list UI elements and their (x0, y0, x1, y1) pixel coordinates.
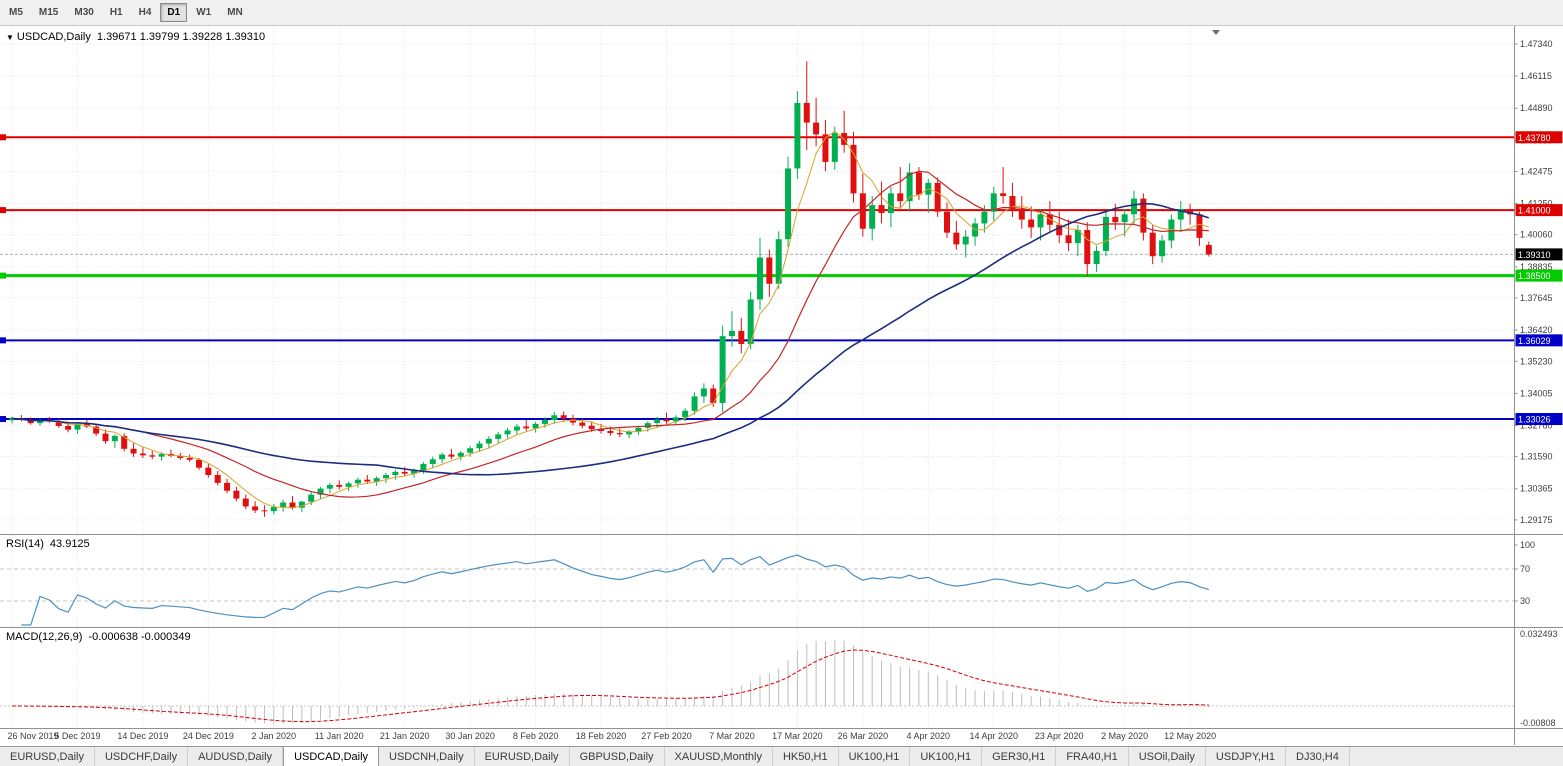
chart-tab-fra40-h1[interactable]: FRA40,H1 (1056, 747, 1129, 766)
timeframe-toolbar: M5 M15 M30 H1 H4 D1 W1 MN (0, 0, 1563, 26)
svg-text:1.39310: 1.39310 (1518, 250, 1551, 260)
svg-text:7 Mar 2020: 7 Mar 2020 (709, 731, 755, 741)
price-chart-canvas[interactable]: 1.473401.461151.448901.436651.424751.412… (0, 26, 1563, 746)
chart-tab-hk50-h1[interactable]: HK50,H1 (773, 747, 839, 766)
timeframe-button-h1[interactable]: H1 (109, 7, 123, 18)
svg-text:30 Jan 2020: 30 Jan 2020 (445, 731, 495, 741)
timeframe-button-m5[interactable]: M5 (9, 7, 23, 18)
svg-text:1.32780: 1.32780 (1520, 420, 1553, 430)
svg-text:1.36029: 1.36029 (1518, 336, 1551, 346)
axis-labels-layer: 1.473401.461151.448901.436651.424751.412… (7, 39, 1563, 741)
chart-tab-gbpusd-daily[interactable]: GBPUSD,Daily (570, 747, 665, 766)
svg-text:14 Apr 2020: 14 Apr 2020 (969, 731, 1018, 741)
candles-layer (9, 61, 1212, 517)
svg-text:18 Feb 2020: 18 Feb 2020 (576, 731, 627, 741)
chart-tab-usdchf-daily[interactable]: USDCHF,Daily (95, 747, 189, 766)
svg-text:23 Apr 2020: 23 Apr 2020 (1035, 731, 1084, 741)
svg-text:21 Jan 2020: 21 Jan 2020 (380, 731, 430, 741)
macd-indicator-label: MACD(12,26,9) -0.000638 -0.000349 (6, 631, 191, 643)
svg-text:1.34005: 1.34005 (1520, 388, 1553, 398)
svg-text:1.40060: 1.40060 (1520, 230, 1553, 240)
collapse-triangle-icon[interactable]: ▼ (6, 33, 14, 42)
timeframe-button-mn[interactable]: MN (227, 7, 243, 18)
svg-text:11 Jan 2020: 11 Jan 2020 (315, 731, 364, 741)
chart-tab-usdjpy-h1[interactable]: USDJPY,H1 (1206, 747, 1287, 766)
chart-symbol-period: USDCAD,Daily (16, 31, 91, 43)
svg-text:26 Mar 2020: 26 Mar 2020 (838, 731, 889, 741)
grid-layer (0, 28, 1515, 728)
chart-tab-xauusd-monthly[interactable]: XAUUSD,Monthly (665, 747, 773, 766)
rsi-name: RSI(14) (6, 538, 44, 550)
svg-text:1.38500: 1.38500 (1518, 271, 1551, 281)
svg-text:4 Apr 2020: 4 Apr 2020 (907, 731, 951, 741)
svg-text:17 Mar 2020: 17 Mar 2020 (772, 731, 823, 741)
chart-tab-eurusd-daily[interactable]: EURUSD,Daily (475, 747, 570, 766)
chart-tab-usoil-daily[interactable]: USOil,Daily (1129, 747, 1206, 766)
chart-ohlc-values: 1.39671 1.39799 1.39228 1.39310 (96, 31, 266, 43)
svg-text:1.44890: 1.44890 (1520, 103, 1553, 113)
timeframe-button-d1[interactable]: D1 (160, 3, 188, 22)
timeframe-button-m15[interactable]: M15 (38, 7, 59, 18)
chart-title: ▼ USDCAD,Daily 1.39671 1.39799 1.39228 1.3… (6, 31, 265, 43)
svg-text:1.41000: 1.41000 (1518, 206, 1551, 216)
svg-text:1.36420: 1.36420 (1520, 325, 1553, 335)
svg-text:2 Jan 2020: 2 Jan 2020 (252, 731, 297, 741)
chart-shift-marker (1212, 30, 1220, 35)
svg-text:100: 100 (1520, 540, 1535, 550)
chart-tab-uk100-h1[interactable]: UK100,H1 (910, 747, 983, 766)
chart-tab-ger30-h1[interactable]: GER30,H1 (982, 747, 1057, 766)
svg-text:5 Dec 2019: 5 Dec 2019 (54, 731, 100, 741)
svg-text:8 Feb 2020: 8 Feb 2020 (513, 731, 559, 741)
svg-text:2 May 2020: 2 May 2020 (1101, 731, 1148, 741)
svg-text:26 Nov 2019: 26 Nov 2019 (7, 731, 58, 741)
svg-text:1.30365: 1.30365 (1520, 484, 1553, 494)
svg-text:1.37645: 1.37645 (1520, 293, 1553, 303)
macd-layer (11, 640, 1210, 724)
svg-text:30: 30 (1520, 596, 1530, 606)
svg-text:14 Dec 2019: 14 Dec 2019 (117, 731, 168, 741)
rsi-indicator-label: RSI(14) 43.9125 (6, 538, 90, 550)
svg-text:27 Feb 2020: 27 Feb 2020 (641, 731, 692, 741)
chart-tab-uk100-h1[interactable]: UK100,H1 (839, 747, 911, 766)
svg-text:1.42475: 1.42475 (1520, 166, 1553, 176)
chart-tab-dj30-h4[interactable]: DJ30,H4 (1286, 747, 1350, 766)
svg-text:12 May 2020: 12 May 2020 (1164, 731, 1216, 741)
chart-tab-eurusd-daily[interactable]: EURUSD,Daily (0, 747, 95, 766)
rsi-layer (21, 554, 1209, 626)
chart-tab-audusd-daily[interactable]: AUDUSD,Daily (188, 747, 284, 766)
rsi-value: 43.9125 (49, 538, 90, 550)
timeframe-button-h4[interactable]: H4 (138, 7, 152, 18)
svg-text:1.29175: 1.29175 (1520, 515, 1553, 525)
chart-tab-usdcnh-daily[interactable]: USDCNH,Daily (379, 747, 475, 766)
svg-text:1.35230: 1.35230 (1520, 356, 1553, 366)
svg-text:1.38835: 1.38835 (1520, 262, 1553, 272)
chart-tab-usdcad-daily[interactable]: USDCAD,Daily (283, 747, 380, 766)
macd-name: MACD(12,26,9) (6, 631, 83, 643)
svg-text:1.31590: 1.31590 (1520, 452, 1553, 462)
timeframe-button-w1[interactable]: W1 (196, 7, 212, 18)
panel-frame-layer (0, 26, 1563, 745)
chart-tab-bar: EURUSD,Daily USDCHF,Daily AUDUSD,Daily USDC… (0, 746, 1563, 766)
svg-text:1.43780: 1.43780 (1518, 133, 1551, 143)
svg-text:0.032493: 0.032493 (1520, 629, 1558, 639)
svg-text:1.41250: 1.41250 (1520, 199, 1553, 209)
ma-lines-layer (11, 130, 1210, 509)
svg-text:24 Dec 2019: 24 Dec 2019 (183, 731, 234, 741)
svg-text:-0.00808: -0.00808 (1520, 718, 1556, 728)
svg-text:1.46115: 1.46115 (1520, 71, 1552, 81)
svg-text:1.33026: 1.33026 (1518, 415, 1551, 425)
macd-values: -0.000638 -0.000349 (88, 631, 191, 643)
svg-text:1.47340: 1.47340 (1520, 39, 1553, 49)
timeframe-button-m30[interactable]: M30 (74, 7, 94, 18)
svg-text:70: 70 (1520, 564, 1530, 574)
